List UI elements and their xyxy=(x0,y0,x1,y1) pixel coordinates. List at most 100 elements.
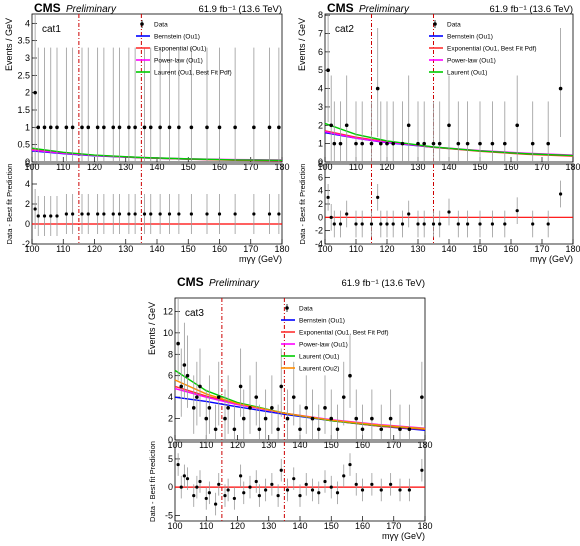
ratio-point xyxy=(478,222,481,225)
x-tick-label: 170 xyxy=(386,440,401,450)
ratio-x-tick-label: 180 xyxy=(565,244,580,254)
legend-marker-data xyxy=(285,306,289,310)
data-point xyxy=(195,395,199,399)
data-point xyxy=(158,126,162,130)
data-point xyxy=(407,123,411,127)
legend-marker-data xyxy=(433,22,437,26)
data-point xyxy=(329,123,333,127)
legend-entry: Bernstein (Ou1) xyxy=(299,318,345,325)
data-point xyxy=(447,123,451,127)
x-tick-label: 130 xyxy=(261,440,276,450)
data-point xyxy=(65,126,69,130)
legend-entry: Power-law (Ou1) xyxy=(154,58,203,65)
x-tick-label: 170 xyxy=(243,162,258,172)
x-tick-label: 100 xyxy=(167,440,182,450)
ratio-point xyxy=(264,488,267,491)
data-point xyxy=(258,427,262,431)
data-point xyxy=(71,126,75,130)
ratio-point xyxy=(531,222,534,225)
ratio-point xyxy=(71,212,74,215)
ratio-frame xyxy=(175,442,425,521)
chart-cat1: CMS Preliminary 61.9 fb⁻¹ (13.6 TeV) cat1 0 0… xyxy=(4,1,290,264)
data-point xyxy=(326,68,330,72)
y-tick-label: 6 xyxy=(168,371,173,381)
ratio-point xyxy=(143,212,146,215)
ratio-point xyxy=(43,214,46,217)
data-point xyxy=(233,427,237,431)
ratio-point xyxy=(149,212,152,215)
data-point xyxy=(127,126,131,130)
data-point xyxy=(55,126,59,130)
legend-entry: Exponential (Ou1) xyxy=(154,46,206,53)
data-point xyxy=(223,417,227,421)
data-point xyxy=(360,142,364,146)
ratio-x-tick-label: 160 xyxy=(503,244,518,254)
ratio-point xyxy=(168,212,171,215)
ratio-point xyxy=(389,483,392,486)
ratio-point xyxy=(192,494,195,497)
ratio-point xyxy=(559,192,562,195)
data-point xyxy=(422,142,426,146)
data-point xyxy=(102,126,106,130)
data-point xyxy=(391,142,395,146)
data-point xyxy=(214,427,218,431)
data-point xyxy=(515,123,519,127)
data-point xyxy=(143,126,147,130)
legend-entry: Power-law (Ou1) xyxy=(447,58,496,65)
ratio-point xyxy=(34,207,37,210)
ratio-point xyxy=(177,463,180,466)
ratio-point xyxy=(234,212,237,215)
ratio-point xyxy=(457,222,460,225)
ratio-point xyxy=(345,212,348,215)
ratio-point xyxy=(317,491,320,494)
ratio-point xyxy=(205,497,208,500)
y-axis-title: Events / GeV xyxy=(297,18,307,71)
ratio-point xyxy=(379,222,382,225)
ratio-point xyxy=(286,488,289,491)
x-tick-label: 100 xyxy=(24,162,39,172)
legend-entry: Exponential (Ou1, Best Fit Pdf) xyxy=(447,46,537,53)
ratio-x-tick-label: 100 xyxy=(24,244,39,254)
ratio-point xyxy=(355,483,358,486)
chart-cat2: CMS Preliminary 61.9 fb⁻¹ (13.6 TeV)cat201… xyxy=(297,1,580,264)
ratio-point xyxy=(268,212,271,215)
ratio-point xyxy=(255,480,258,483)
data-point xyxy=(239,385,243,389)
x-tick-label: 120 xyxy=(230,440,245,450)
legend-entry: Laurent (Ou1) xyxy=(299,354,339,361)
ratio-point xyxy=(348,463,351,466)
ratio-point xyxy=(398,488,401,491)
data-point xyxy=(248,406,252,410)
ratio-point xyxy=(177,212,180,215)
x-tick-label: 120 xyxy=(87,162,102,172)
ratio-point xyxy=(407,212,410,215)
ratio-point xyxy=(385,222,388,225)
y-tick-label: 5 xyxy=(318,65,323,75)
x-tick-label: 170 xyxy=(534,162,549,172)
cms-label: CMS xyxy=(34,1,61,15)
data-point xyxy=(408,427,412,431)
ratio-point xyxy=(37,214,40,217)
data-point xyxy=(354,417,358,421)
ratio-point xyxy=(227,488,230,491)
data-point xyxy=(186,374,190,378)
ratio-point xyxy=(327,196,330,199)
cms-label: CMS xyxy=(177,275,204,289)
x-tick-label: 130 xyxy=(410,162,425,172)
data-point xyxy=(242,417,246,421)
data-point xyxy=(204,417,208,421)
ratio-x-tick-label: 100 xyxy=(167,521,182,531)
ratio-y-tick-label: 2 xyxy=(25,199,30,209)
data-point xyxy=(304,406,308,410)
ratio-point xyxy=(401,222,404,225)
ratio-point xyxy=(416,222,419,225)
ratio-point xyxy=(258,494,261,497)
ratio-x-tick-label: 140 xyxy=(292,521,307,531)
chart-cat3: CMS Preliminary 61.9 fb⁻¹ (13.6 TeV)cat302… xyxy=(147,275,433,541)
ratio-point xyxy=(159,212,162,215)
data-point xyxy=(342,395,346,399)
ratio-point xyxy=(311,488,314,491)
x-tick-label: 180 xyxy=(417,440,432,450)
ratio-point xyxy=(423,222,426,225)
y-tick-label: 1 xyxy=(25,122,30,132)
